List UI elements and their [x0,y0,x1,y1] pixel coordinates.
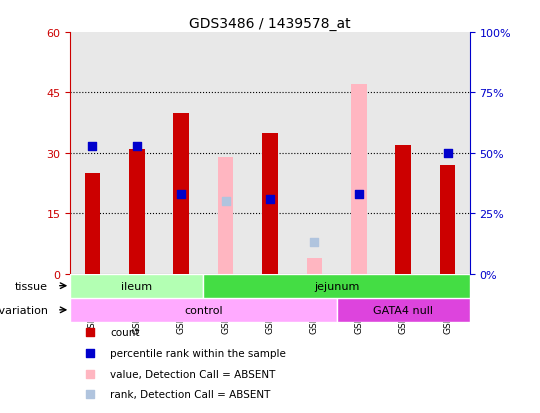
Point [132,143,141,150]
Title: GDS3486 / 1439578_at: GDS3486 / 1439578_at [189,17,351,31]
Point [88,143,97,150]
Bar [440,166,455,274]
Bar [381,33,426,274]
Text: ileum: ileum [122,281,152,291]
Text: GATA4 null: GATA4 null [373,305,433,315]
Point [443,150,452,157]
Bar [70,33,114,274]
Text: tissue: tissue [15,281,48,291]
Bar [262,133,278,274]
Point [221,198,230,205]
Bar [307,258,322,274]
Text: control: control [184,305,222,315]
Bar [173,113,189,274]
Point [266,196,274,202]
Bar [292,33,336,274]
Bar [336,33,381,274]
FancyBboxPatch shape [70,274,204,298]
Bar [351,85,367,274]
Text: value, Detection Call = ABSENT: value, Detection Call = ABSENT [110,369,275,379]
Bar [129,150,145,274]
Text: count: count [110,328,140,337]
Point [177,191,186,198]
Point [310,239,319,246]
Bar [159,33,204,274]
Point [447,266,456,273]
Bar [204,33,248,274]
Bar [85,173,100,274]
Bar [426,33,470,274]
Point [354,191,363,198]
Bar [248,33,292,274]
FancyBboxPatch shape [70,298,336,322]
Text: jejunum: jejunum [314,281,359,291]
FancyBboxPatch shape [204,274,470,298]
Text: rank, Detection Call = ABSENT: rank, Detection Call = ABSENT [110,389,271,399]
Bar [114,33,159,274]
Point [447,78,456,85]
Bar [395,145,411,274]
Bar [218,157,233,274]
Text: genotype/variation: genotype/variation [0,305,48,315]
Text: percentile rank within the sample: percentile rank within the sample [110,348,286,358]
FancyBboxPatch shape [336,298,470,322]
